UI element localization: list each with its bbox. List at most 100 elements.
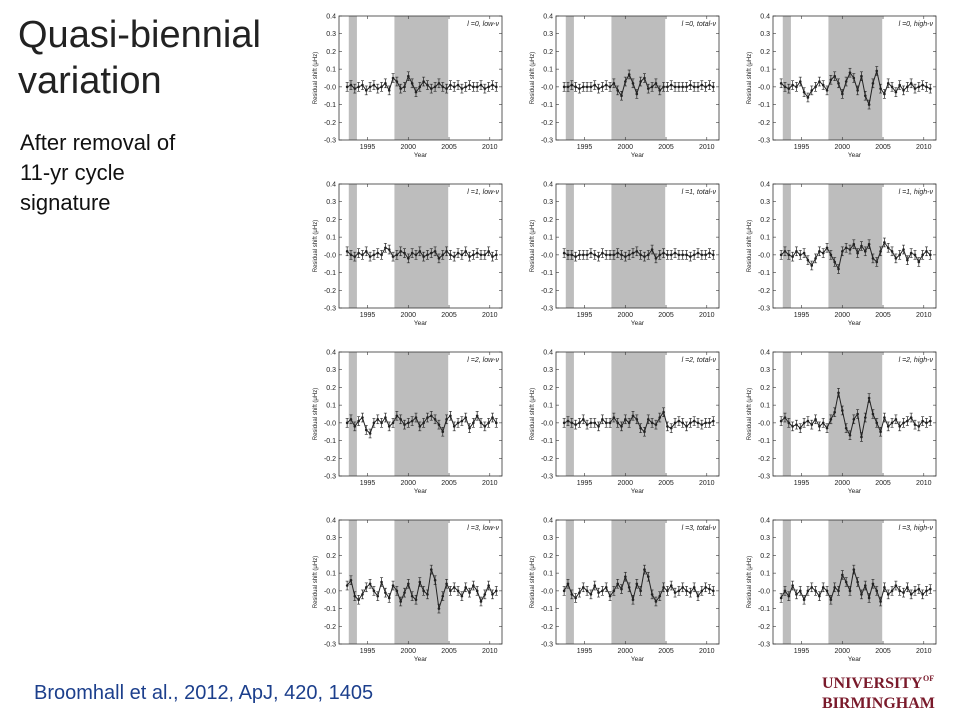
data-point xyxy=(376,418,380,421)
logo-birmingham: BIRMINGHAM xyxy=(822,695,935,712)
y-tick-label: -0.1 xyxy=(758,606,770,613)
data-point xyxy=(894,418,898,421)
data-point xyxy=(608,421,612,425)
data-point xyxy=(689,591,692,594)
data-point xyxy=(491,416,494,419)
data-point xyxy=(487,421,490,425)
data-point xyxy=(867,242,871,246)
data-point xyxy=(597,255,600,258)
data-point xyxy=(886,593,890,596)
data-point xyxy=(372,589,376,593)
y-tick-label: 0.2 xyxy=(543,217,553,224)
data-point xyxy=(418,85,422,89)
x-tick-label: 1995 xyxy=(794,480,810,487)
data-point xyxy=(581,253,585,257)
shaded-interval xyxy=(565,352,574,476)
y-tick-label: -0.1 xyxy=(541,102,553,109)
data-point xyxy=(464,586,468,589)
data-point xyxy=(875,260,879,264)
data-point xyxy=(441,253,445,257)
data-point xyxy=(604,83,608,87)
data-point xyxy=(821,421,825,425)
shaded-interval xyxy=(394,352,449,476)
shaded-interval xyxy=(565,16,574,140)
data-point xyxy=(673,251,677,255)
data-point xyxy=(624,255,627,258)
data-point xyxy=(863,416,867,419)
y-tick-label: 0.1 xyxy=(326,403,336,410)
data-point xyxy=(917,260,921,264)
data-point xyxy=(601,251,604,255)
series-line xyxy=(780,68,931,107)
y-tick-label: 0.3 xyxy=(543,535,553,542)
data-point xyxy=(795,250,798,253)
data-point xyxy=(395,589,399,593)
data-point xyxy=(391,76,395,80)
y-tick-label: -0.0 xyxy=(324,588,336,595)
data-point xyxy=(589,593,593,596)
data-point xyxy=(391,421,395,425)
data-point xyxy=(449,589,452,593)
shaded-interval xyxy=(394,520,449,644)
data-point xyxy=(399,87,402,90)
data-point xyxy=(917,425,921,428)
y-axis-label: Residual shift (μHz) xyxy=(313,220,319,272)
data-point xyxy=(841,250,844,253)
data-point xyxy=(639,426,642,430)
data-point xyxy=(422,589,425,593)
series-line xyxy=(780,241,931,271)
data-point xyxy=(844,80,848,83)
data-point xyxy=(364,250,368,253)
x-tick-label: 2005 xyxy=(441,144,457,151)
y-tick-label: 0.4 xyxy=(326,518,336,525)
data-point xyxy=(574,596,577,600)
data-point xyxy=(593,584,597,587)
data-point xyxy=(639,589,642,593)
y-tick-label: -0.2 xyxy=(758,456,770,463)
data-point xyxy=(673,421,677,425)
data-point xyxy=(909,416,913,419)
data-point xyxy=(906,419,909,423)
data-point xyxy=(612,82,616,85)
data-point xyxy=(349,418,353,421)
data-point xyxy=(372,253,376,257)
data-point xyxy=(875,589,879,593)
y-tick-label: 0.3 xyxy=(760,31,770,38)
data-point xyxy=(779,253,783,257)
data-point xyxy=(487,85,490,89)
plot-frame xyxy=(338,183,503,309)
data-point xyxy=(711,419,715,423)
data-point xyxy=(863,94,867,98)
data-point xyxy=(460,419,464,423)
y-tick-label: 0.4 xyxy=(760,350,770,357)
x-tick-label: 1995 xyxy=(577,312,593,319)
data-point xyxy=(452,85,456,89)
data-point xyxy=(696,251,700,255)
data-point xyxy=(825,589,829,593)
x-axis-label: Year xyxy=(631,488,645,495)
data-point xyxy=(585,589,589,593)
data-point xyxy=(349,83,353,87)
y-tick-label: -0.2 xyxy=(324,288,336,295)
x-tick-label: 2000 xyxy=(617,312,633,319)
data-point xyxy=(810,423,814,426)
data-point xyxy=(787,253,791,257)
data-point xyxy=(426,593,429,596)
data-point xyxy=(364,428,368,432)
data-point xyxy=(429,251,433,255)
data-point xyxy=(829,598,833,602)
data-point xyxy=(856,580,859,584)
x-tick-label: 1995 xyxy=(794,648,810,655)
data-point xyxy=(627,586,631,589)
data-point xyxy=(491,83,494,87)
y-tick-label: 0.3 xyxy=(543,367,553,374)
data-point xyxy=(650,85,654,89)
data-point xyxy=(875,69,879,73)
data-point xyxy=(856,251,859,255)
data-point xyxy=(460,253,464,257)
data-point xyxy=(391,255,395,258)
y-tick-label: 0.4 xyxy=(543,182,553,189)
data-point xyxy=(863,250,867,253)
data-point xyxy=(403,251,406,255)
data-point xyxy=(860,74,863,78)
